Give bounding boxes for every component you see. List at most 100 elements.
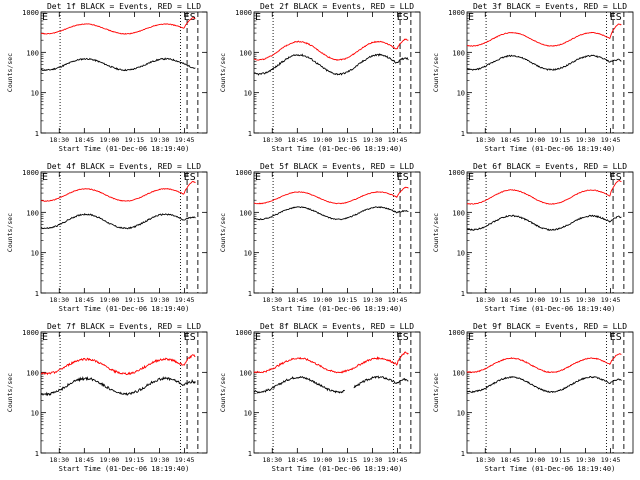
marker-label-es: ES	[610, 172, 622, 183]
x-tick-label: 19:45	[388, 136, 408, 144]
marker-label-e: E	[468, 172, 474, 183]
y-tick-label: 100	[26, 209, 39, 217]
y-tick-label: 100	[239, 49, 252, 57]
marker-label-e: E	[42, 332, 48, 343]
lld-series-line	[40, 354, 196, 376]
x-tick-label: 18:30	[262, 456, 282, 464]
x-tick-label: 18:30	[262, 136, 282, 144]
plot-title: Det 9f BLACK = Events, RED = LLD	[473, 322, 627, 331]
events-series-line	[466, 375, 622, 394]
plot-svg: Det 5f BLACK = Events, RED = LLD 1 10 100 10…	[219, 162, 421, 313]
x-tick-label: 18:30	[49, 296, 69, 304]
x-tick-label: 18:45	[75, 136, 95, 144]
events-series-line	[253, 375, 409, 394]
x-tick-label: 18:45	[288, 136, 308, 144]
lld-series-line	[466, 353, 622, 374]
x-axis-label: Start Time (01-Dec-06 18:19:40)	[59, 145, 190, 153]
y-axis-label: Counts/sec	[432, 373, 440, 412]
y-tick-label: 1000	[448, 9, 465, 17]
x-tick-label: 19:00	[100, 136, 120, 144]
x-tick-label: 19:45	[175, 456, 195, 464]
x-tick-label: 19:45	[601, 136, 621, 144]
y-tick-label: 10	[457, 410, 465, 418]
x-tick-label: 19:15	[551, 456, 571, 464]
x-tick-label: 18:45	[288, 296, 308, 304]
plot-title: Det 3f BLACK = Events, RED = LLD	[473, 2, 627, 11]
detector-plot-2: Det 2f BLACK = Events, RED = LLD 1 10 100 10…	[213, 0, 426, 160]
x-tick-label: 19:00	[100, 296, 120, 304]
detector-plot-9: Det 9f BLACK = Events, RED = LLD 1 10 100 10…	[426, 320, 639, 480]
x-tick-label: 19:45	[175, 136, 195, 144]
plot-title: Det 7f BLACK = Events, RED = LLD	[47, 322, 201, 331]
marker-label-es: ES	[397, 172, 409, 183]
x-axis-label: Start Time (01-Dec-06 18:19:40)	[485, 465, 616, 473]
y-axis-label: Counts/sec	[219, 53, 227, 92]
events-series-line	[40, 375, 196, 397]
plot-frame	[40, 331, 208, 454]
y-tick-label: 1000	[448, 169, 465, 177]
y-tick-label: 1000	[235, 9, 252, 17]
x-tick-label: 18:45	[75, 456, 95, 464]
plot-frame	[253, 11, 421, 134]
marker-label-e: E	[468, 332, 474, 343]
y-tick-label: 100	[452, 209, 465, 217]
plot-title: Det 6f BLACK = Events, RED = LLD	[473, 162, 627, 171]
y-tick-label: 100	[239, 209, 252, 217]
x-tick-label: 19:15	[125, 456, 145, 464]
x-tick-label: 19:30	[150, 136, 170, 144]
y-tick-label: 1000	[235, 169, 252, 177]
x-tick-label: 18:30	[262, 296, 282, 304]
marker-label-es: ES	[610, 332, 622, 343]
x-tick-label: 19:15	[125, 296, 145, 304]
x-tick-label: 18:45	[501, 456, 521, 464]
y-tick-label: 1	[35, 290, 39, 298]
x-tick-label: 19:00	[526, 136, 546, 144]
events-series-line	[253, 53, 409, 76]
detector-plot-1: Det 1f BLACK = Events, RED = LLD 1 10 100 10…	[0, 0, 213, 160]
plot-title: Det 8f BLACK = Events, RED = LLD	[260, 322, 414, 331]
x-tick-label: 18:45	[288, 456, 308, 464]
x-axis-label: Start Time (01-Dec-06 18:19:40)	[59, 305, 190, 313]
y-tick-label: 1	[461, 130, 465, 138]
x-tick-label: 19:30	[150, 456, 170, 464]
lld-series-line	[253, 186, 409, 205]
detector-plot-8: Det 8f BLACK = Events, RED = LLD 1 10 100 10…	[213, 320, 426, 480]
x-tick-label: 18:45	[75, 296, 95, 304]
x-tick-label: 19:45	[388, 296, 408, 304]
x-tick-label: 19:30	[576, 136, 596, 144]
x-tick-label: 18:30	[49, 456, 69, 464]
x-tick-label: 19:45	[175, 296, 195, 304]
y-tick-label: 1	[248, 290, 252, 298]
y-axis-label: Counts/sec	[6, 373, 14, 412]
x-tick-label: 19:00	[526, 456, 546, 464]
y-tick-label: 1	[35, 130, 39, 138]
lld-series-line	[253, 351, 409, 374]
x-tick-label: 19:45	[388, 456, 408, 464]
plot-svg: Det 2f BLACK = Events, RED = LLD 1 10 100 10…	[219, 2, 421, 153]
marker-label-es: ES	[610, 12, 622, 23]
marker-label-es: ES	[184, 172, 196, 183]
plot-title: Det 2f BLACK = Events, RED = LLD	[260, 2, 414, 11]
x-tick-label: 19:15	[338, 296, 358, 304]
y-tick-label: 1	[35, 450, 39, 458]
y-tick-label: 10	[244, 410, 252, 418]
y-tick-label: 10	[457, 250, 465, 258]
y-axis-label: Counts/sec	[432, 213, 440, 252]
x-tick-label: 19:00	[526, 296, 546, 304]
x-tick-label: 19:15	[125, 136, 145, 144]
y-tick-label: 1	[248, 130, 252, 138]
x-tick-label: 19:30	[150, 296, 170, 304]
marker-label-e: E	[42, 172, 48, 183]
y-tick-label: 1	[248, 450, 252, 458]
y-tick-label: 10	[244, 90, 252, 98]
y-tick-label: 10	[31, 90, 39, 98]
y-axis-label: Counts/sec	[219, 213, 227, 252]
x-tick-label: 19:00	[100, 456, 120, 464]
events-series-line	[253, 206, 409, 221]
plot-svg: Det 7f BLACK = Events, RED = LLD 1 10 100 10…	[6, 322, 208, 473]
plot-title: Det 5f BLACK = Events, RED = LLD	[260, 162, 414, 171]
y-tick-label: 1	[461, 450, 465, 458]
detector-plot-4: Det 4f BLACK = Events, RED = LLD 1 10 100 10…	[0, 160, 213, 320]
x-axis-label: Start Time (01-Dec-06 18:19:40)	[485, 305, 616, 313]
